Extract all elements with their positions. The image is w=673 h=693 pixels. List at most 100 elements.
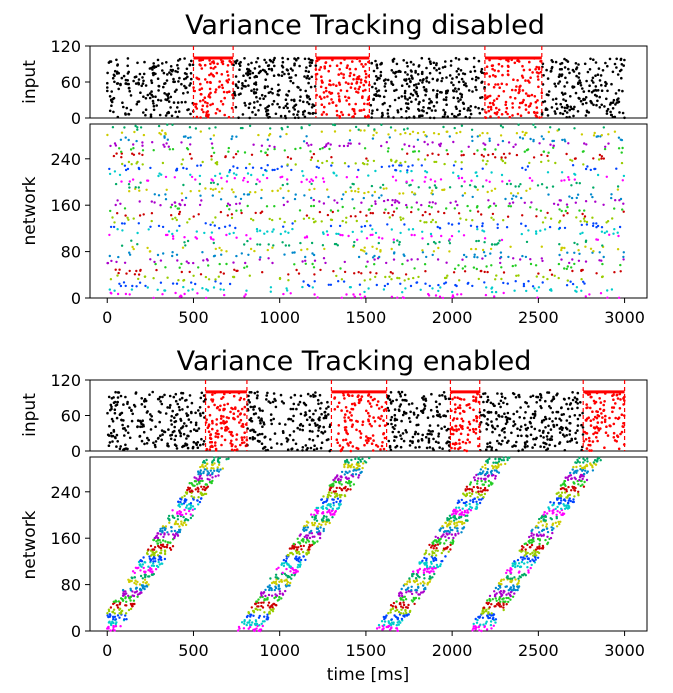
input-spike: [594, 74, 597, 77]
input-spike-stimulus: [216, 405, 220, 409]
network-spike: [116, 212, 119, 215]
network-spike: [256, 243, 259, 246]
network-spike: [162, 143, 165, 146]
input-spike: [404, 97, 407, 100]
input-spike: [410, 402, 414, 405]
input-spike: [532, 437, 535, 441]
input-spike: [294, 442, 298, 446]
input-spike-stimulus: [474, 432, 478, 435]
input-spike: [421, 78, 425, 82]
network-spike: [210, 467, 213, 470]
network-spike: [510, 197, 514, 200]
ytick-label: 80: [61, 576, 81, 595]
input-spike-stimulus: [225, 79, 228, 82]
network-spike: [214, 174, 217, 178]
input-spike: [121, 101, 124, 104]
input-spike: [178, 408, 181, 412]
input-spike-stimulus: [210, 398, 213, 401]
input-spike: [453, 114, 456, 118]
network-spike: [371, 194, 374, 197]
network-spike: [566, 212, 569, 215]
input-spike: [417, 82, 420, 85]
network-spike: [402, 253, 405, 256]
input-spike-stimulus: [359, 81, 363, 84]
network-spike: [132, 217, 135, 220]
input-spike-stimulus: [528, 68, 532, 72]
network-spike: [283, 579, 286, 582]
network-spike: [541, 281, 544, 284]
network-spike: [133, 571, 136, 575]
network-spike: [283, 253, 286, 256]
network-spike: [579, 220, 582, 223]
network-spike: [157, 174, 160, 178]
input-spike: [189, 421, 193, 424]
input-spike: [473, 69, 477, 73]
network-spike: [262, 601, 265, 604]
input-spike: [182, 432, 186, 436]
network-spike: [139, 569, 142, 572]
input-spike-stimulus: [527, 111, 530, 114]
network-spike: [199, 471, 202, 474]
input-spike: [247, 106, 251, 110]
network-spike: [152, 277, 155, 280]
network-spike: [474, 171, 477, 174]
network-spike: [199, 479, 202, 483]
input-spike: [595, 89, 598, 92]
input-spike: [531, 412, 535, 416]
network-spike: [123, 207, 127, 210]
network-spike: [357, 255, 361, 259]
input-spike: [246, 67, 249, 71]
network-spike: [554, 161, 557, 165]
input-spike: [479, 96, 482, 100]
input-spike: [575, 441, 579, 444]
network-spike: [189, 136, 192, 139]
network-spike: [560, 179, 563, 182]
network-spike: [287, 273, 290, 276]
network-spike: [242, 193, 246, 196]
network-spike: [132, 153, 136, 156]
input-spike: [617, 97, 620, 100]
input-spike: [514, 444, 517, 448]
input-spike: [269, 418, 273, 422]
input-spike: [299, 95, 302, 98]
network-spike: [484, 293, 488, 297]
input-spike: [448, 74, 452, 77]
network-spike: [311, 262, 314, 266]
network-spike: [281, 571, 284, 574]
network-spike: [363, 129, 366, 132]
input-spike: [293, 108, 297, 111]
network-spike: [124, 596, 127, 599]
network-spike: [261, 271, 264, 274]
network-spike: [422, 130, 425, 134]
input-spike: [290, 98, 293, 102]
network-spike: [461, 258, 464, 261]
input-spike-stimulus: [368, 402, 372, 405]
network-spike: [616, 188, 620, 191]
input-spike-stimulus: [458, 404, 462, 407]
network-spike: [246, 204, 249, 208]
network-spike: [128, 269, 131, 273]
network-spike: [182, 183, 185, 187]
input-spike: [318, 393, 322, 397]
network-spike: [404, 160, 407, 164]
input-spike-stimulus: [243, 405, 247, 409]
input-spike: [547, 431, 550, 435]
input-spike-stimulus: [592, 432, 595, 436]
input-spike-stimulus: [342, 394, 346, 397]
network-spike: [178, 512, 181, 515]
network-spike: [141, 141, 144, 144]
network-spike: [390, 203, 394, 207]
network-spike: [606, 220, 610, 223]
network-spike: [348, 129, 352, 132]
input-spike: [395, 398, 398, 402]
network-spike: [438, 226, 441, 230]
input-spike-stimulus: [323, 105, 326, 109]
network-spike: [310, 241, 314, 245]
network-spike: [108, 172, 112, 176]
network-spike: [372, 134, 375, 137]
network-spike: [187, 507, 190, 510]
network-spike: [266, 138, 269, 141]
network-spike: [177, 500, 180, 503]
network-spike: [133, 581, 136, 585]
